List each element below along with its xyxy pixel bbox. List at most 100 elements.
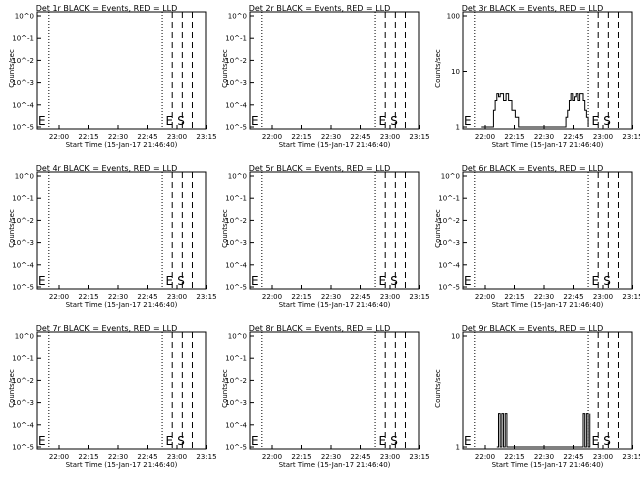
y-tick-label: 10^-1 (225, 195, 247, 203)
marker-e-right: E (591, 434, 599, 448)
x-axis-label: Start Time (15-Jan-17 21:46:40) (492, 461, 604, 469)
marker-s: S (177, 434, 185, 448)
x-tick-label: 22:45 (563, 453, 583, 461)
x-tick-label: 22:00 (49, 453, 69, 461)
x-tick-label: 22:15 (291, 453, 311, 461)
y-axis-label: Counts/sec (8, 209, 16, 248)
y-axis-label: Counts/sec (221, 369, 229, 408)
x-axis-label: Start Time (15-Jan-17 21:46:40) (279, 461, 391, 469)
marker-e-left: E (251, 274, 259, 288)
x-tick-label: 22:45 (137, 453, 157, 461)
x-tick-label: 22:30 (321, 133, 341, 141)
x-tick-label: 22:15 (78, 453, 98, 461)
y-tick-label: 10^-1 (12, 355, 34, 363)
x-tick-label: 22:30 (534, 453, 554, 461)
y-tick-label: 10 (451, 68, 460, 76)
panel-det-9: Det 9r BLACK = Events, RED = LLD Counts/s… (434, 324, 640, 469)
x-tick-label: 23:15 (196, 133, 216, 141)
y-tick-label: 10^0 (15, 333, 34, 341)
panel-det-2: Det 2r BLACK = Events, RED = LLD Counts/s… (221, 4, 430, 149)
y-tick-label: 10^-4 (12, 101, 34, 109)
x-tick-label: 22:00 (475, 293, 495, 301)
marker-e-left: E (38, 114, 46, 128)
x-tick-label: 23:00 (380, 133, 400, 141)
plot-frame (249, 331, 420, 450)
y-tick-label: 10^-1 (225, 355, 247, 363)
marker-s: S (177, 114, 185, 128)
x-tick-label: 22:15 (291, 293, 311, 301)
y-tick-label: 10^-4 (225, 421, 247, 429)
x-tick-label: 23:15 (622, 133, 640, 141)
x-axis-label: Start Time (15-Jan-17 21:46:40) (492, 301, 604, 309)
marker-e-right: E (591, 114, 599, 128)
marker-s: S (390, 274, 398, 288)
y-tick-label: 10^-1 (225, 35, 247, 43)
y-tick-label: 10^-3 (225, 79, 247, 87)
y-tick-label: 10^-2 (225, 217, 247, 225)
plot-frame (36, 171, 207, 290)
marker-s: S (390, 434, 398, 448)
x-tick-label: 22:30 (321, 293, 341, 301)
x-tick-label: 23:00 (167, 453, 187, 461)
x-tick-label: 23:15 (622, 453, 640, 461)
x-axis-label: Start Time (15-Jan-17 21:46:40) (66, 141, 178, 149)
plot-frame (462, 331, 633, 450)
x-tick-label: 23:00 (167, 293, 187, 301)
y-tick-label: 10^0 (228, 13, 247, 21)
y-tick-label: 10^-3 (12, 239, 34, 247)
events-series-line (496, 413, 591, 448)
x-tick-label: 22:00 (262, 293, 282, 301)
marker-e-right: E (165, 434, 173, 448)
y-tick-label: 10^-3 (12, 79, 34, 87)
marker-e-left: E (464, 114, 472, 128)
x-tick-label: 22:45 (350, 453, 370, 461)
x-tick-label: 23:15 (196, 293, 216, 301)
panel-det-7: Det 7r BLACK = Events, RED = LLD Counts/s… (8, 324, 217, 469)
x-tick-label: 22:00 (49, 293, 69, 301)
y-tick-label: 10^-5 (12, 284, 34, 292)
panel-title: Det 4r BLACK = Events, RED = LLD (36, 164, 178, 173)
marker-e-right: E (591, 274, 599, 288)
marker-e-left: E (38, 434, 46, 448)
y-tick-label: 10^-1 (12, 195, 34, 203)
marker-e-left: E (251, 434, 259, 448)
x-tick-label: 22:30 (534, 133, 554, 141)
panel-title: Det 6r BLACK = Events, RED = LLD (462, 164, 604, 173)
x-axis-label: Start Time (15-Jan-17 21:46:40) (66, 461, 178, 469)
y-tick-label: 10^-4 (225, 101, 247, 109)
y-tick-label: 10^-5 (225, 124, 247, 132)
marker-e-left: E (38, 274, 46, 288)
y-tick-label: 10^-5 (438, 284, 460, 292)
x-tick-label: 22:30 (321, 453, 341, 461)
x-tick-label: 22:45 (137, 133, 157, 141)
y-tick-label: 10^-2 (225, 57, 247, 65)
x-tick-label: 22:30 (108, 293, 128, 301)
marker-e-right: E (378, 274, 386, 288)
panel-title: Det 1r BLACK = Events, RED = LLD (36, 4, 178, 13)
plot-frame (462, 11, 633, 130)
x-tick-label: 22:15 (504, 453, 524, 461)
y-tick-label: 10^-3 (225, 399, 247, 407)
marker-s: S (603, 114, 611, 128)
x-tick-label: 22:45 (563, 133, 583, 141)
panel-title: Det 5r BLACK = Events, RED = LLD (249, 164, 391, 173)
panel-title: Det 7r BLACK = Events, RED = LLD (36, 324, 178, 333)
x-tick-label: 22:15 (291, 133, 311, 141)
y-tick-label: 10^-3 (12, 399, 34, 407)
x-tick-label: 22:30 (534, 293, 554, 301)
marker-e-left: E (251, 114, 259, 128)
marker-s: S (390, 114, 398, 128)
marker-e-right: E (165, 274, 173, 288)
plot-frame (462, 171, 633, 290)
x-tick-label: 23:00 (593, 133, 613, 141)
plot-frame (36, 11, 207, 130)
marker-e-left: E (464, 434, 472, 448)
y-axis-label: Counts/sec (221, 209, 229, 248)
panel-title: Det 8r BLACK = Events, RED = LLD (249, 324, 391, 333)
marker-e-right: E (165, 114, 173, 128)
marker-s: S (603, 274, 611, 288)
y-tick-label: 1 (456, 124, 460, 132)
y-tick-label: 10^0 (228, 333, 247, 341)
x-tick-label: 22:15 (504, 133, 524, 141)
